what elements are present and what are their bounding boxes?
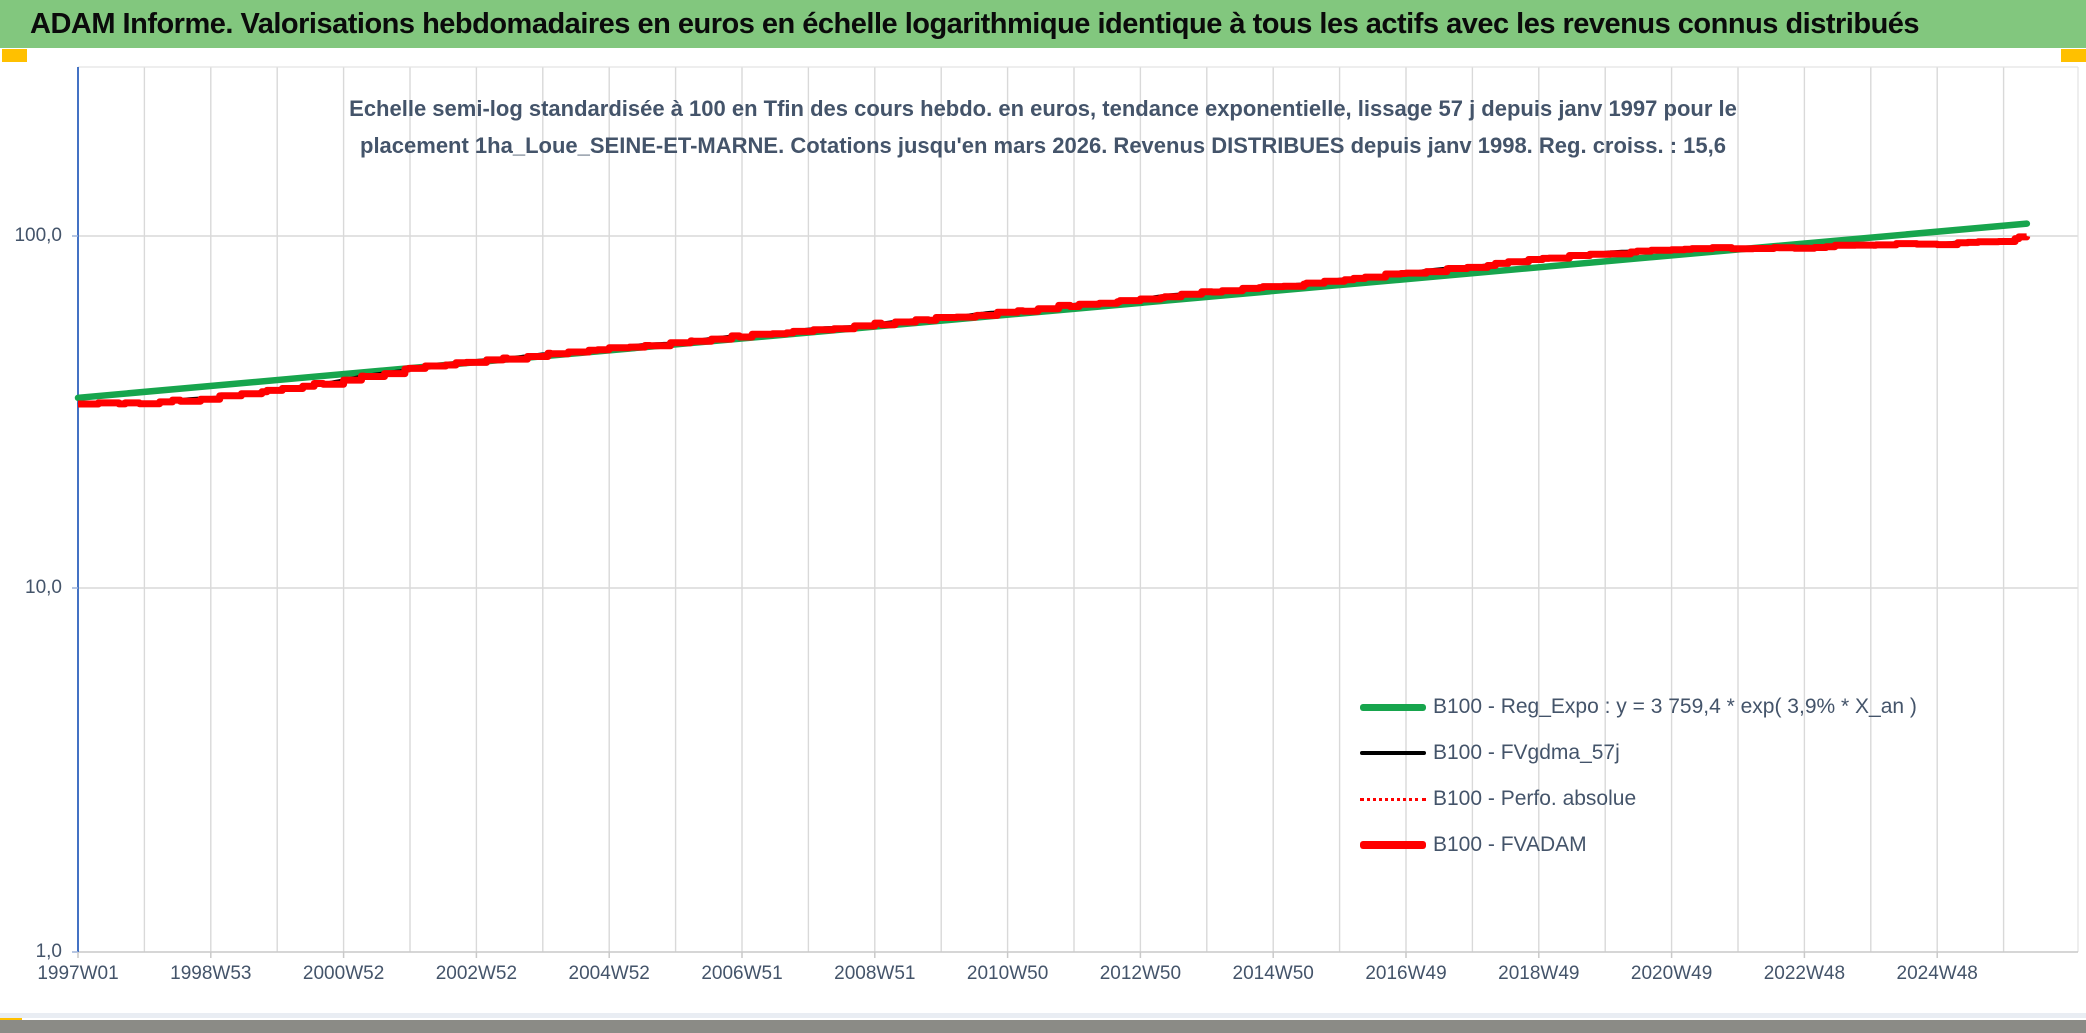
bottom-divider xyxy=(0,1013,2086,1018)
x-tick-label: 2008W51 xyxy=(834,963,916,984)
red-dotted-swatch-icon xyxy=(1360,797,1426,801)
x-tick-label: 2002W52 xyxy=(435,963,518,984)
y-tick-10: 10,0 xyxy=(25,577,62,598)
page-title: ADAM Informe. Valorisations hebdomadaire… xyxy=(30,7,1920,40)
x-tick-label: 2012W50 xyxy=(1099,963,1182,984)
x-tick-label: 1997W01 xyxy=(37,963,119,984)
chart-legend: B100 - Reg_Expo : y = 3 759,4 * exp( 3,9… xyxy=(1360,684,1917,868)
chart-title-line2: placement 1ha_Loue_SEINE-ET-MARNE. Cotat… xyxy=(360,133,1726,158)
series-fvadam-line xyxy=(75,233,2031,408)
yellow-corner-left xyxy=(2,49,27,62)
x-tick-label: 2014W50 xyxy=(1232,963,1314,984)
x-tick-label: 2022W48 xyxy=(1763,963,1846,984)
legend-label-reg-expo: B100 - Reg_Expo : y = 3 759,4 * exp( 3,9… xyxy=(1433,695,1917,718)
legend-row-reg-expo: B100 - Reg_Expo : y = 3 759,4 * exp( 3,9… xyxy=(1360,684,1917,730)
yellow-corner-right xyxy=(2061,49,2086,62)
x-tick-label: 2016W49 xyxy=(1365,963,1447,984)
x-tick-label: 2000W52 xyxy=(302,963,385,984)
legend-label-perfo-absolue: B100 - Perfo. absolue xyxy=(1433,787,1637,810)
black-line-swatch-icon xyxy=(1360,751,1426,755)
x-tick-label: 2024W48 xyxy=(1896,963,1978,984)
legend-row-fvgdma: B100 - FVgdma_57j xyxy=(1360,730,1917,776)
chart-title: Echelle semi-log standardisée à 100 en T… xyxy=(123,90,1963,164)
legend-row-fvadam: B100 - FVADAM xyxy=(1360,822,1917,868)
legend-label-fvadam: B100 - FVADAM xyxy=(1433,833,1587,856)
legend-row-perfo-absolue: B100 - Perfo. absolue xyxy=(1360,776,1917,822)
x-tick-label: 2010W50 xyxy=(966,963,1049,984)
bottom-strip xyxy=(0,1020,2086,1033)
chart-title-line1: Echelle semi-log standardisée à 100 en T… xyxy=(349,96,1737,121)
red-line-swatch-icon xyxy=(1360,841,1426,849)
x-tick-label: 2020W49 xyxy=(1630,963,1713,984)
x-tick-label: 2006W51 xyxy=(701,963,783,984)
x-tick-label: 2004W52 xyxy=(568,963,650,984)
header-bar: ADAM Informe. Valorisations hebdomadaire… xyxy=(0,0,2086,48)
x-tick-label: 2018W49 xyxy=(1498,963,1580,984)
legend-label-fvgdma: B100 - FVgdma_57j xyxy=(1433,741,1620,764)
y-tick-100: 100,0 xyxy=(14,225,62,246)
x-tick-label: 1998W53 xyxy=(170,963,252,984)
y-tick-1: 1,0 xyxy=(35,941,62,962)
green-line-swatch-icon xyxy=(1360,703,1426,711)
